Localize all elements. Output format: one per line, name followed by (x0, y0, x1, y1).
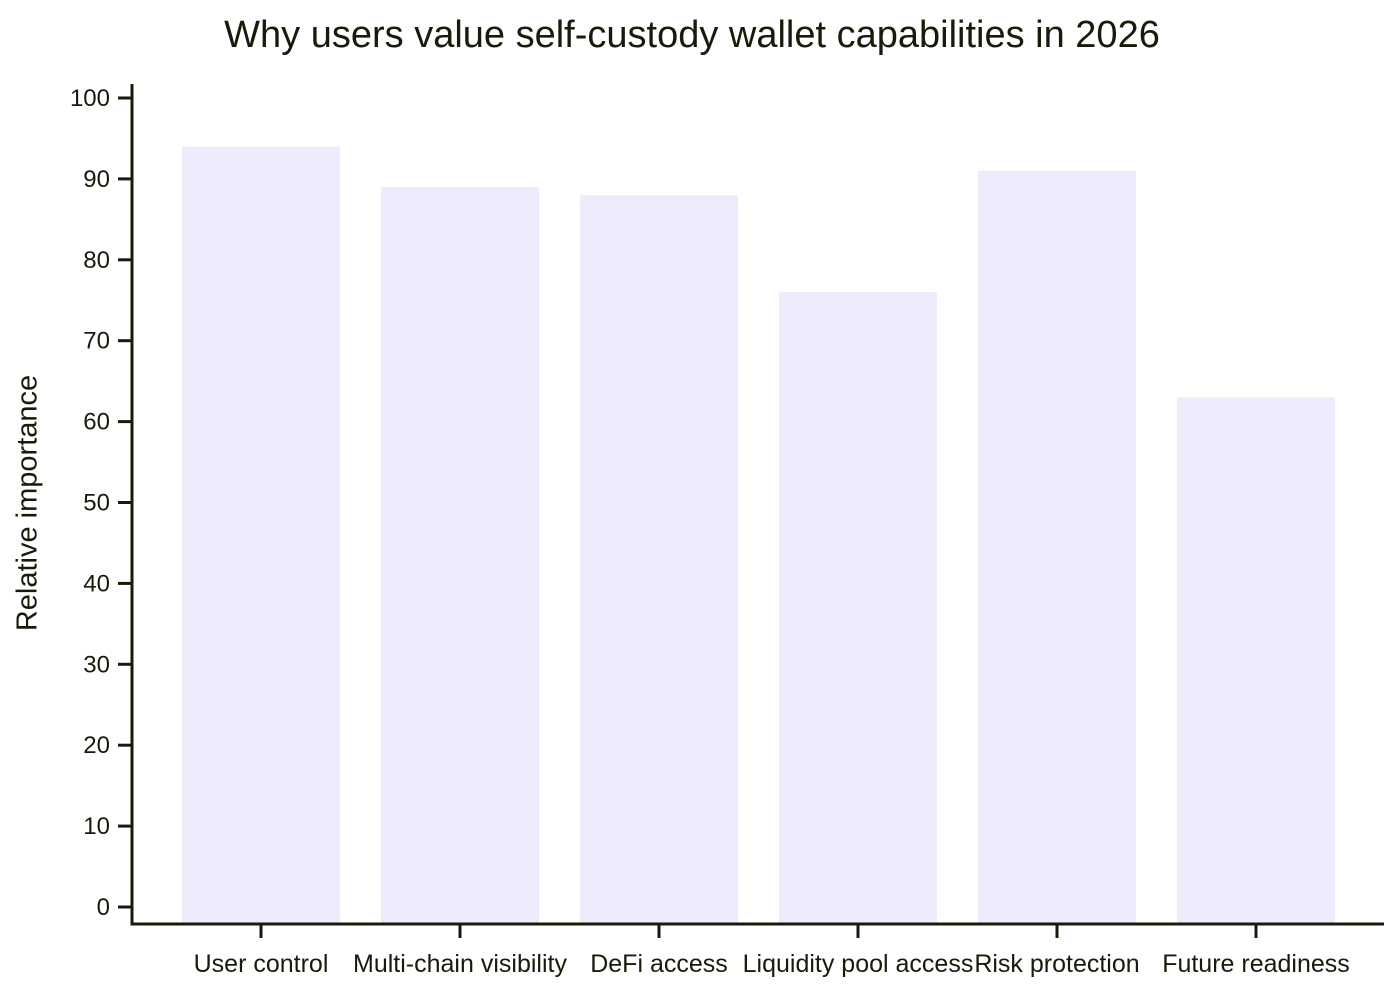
bar-4 (978, 170, 1136, 924)
y-axis: 0 10 20 30 40 50 60 70 80 90 100 (70, 84, 134, 926)
x-tick-label-2: DeFi access (590, 950, 728, 978)
x-tick-label-3: Liquidity pool access (743, 950, 974, 978)
bar-0 (182, 146, 340, 925)
y-tick-label-7: 70 (83, 328, 110, 355)
y-tick-label-5: 50 (83, 490, 110, 517)
x-tick-label-5: Future readiness (1162, 950, 1350, 978)
x-tick-label-4: Risk protection (974, 950, 1139, 978)
x-tick-label-0: User control (194, 950, 329, 978)
bar-5 (1177, 397, 1335, 925)
y-tick-label-9: 90 (83, 166, 110, 193)
bar-1 (381, 186, 539, 925)
y-tick-label-1: 10 (83, 813, 110, 840)
y-tick-label-10: 100 (70, 85, 110, 112)
x-axis: User control Multi-chain visibility DeFi a… (130, 922, 1384, 978)
y-tick-label-0: 0 (97, 894, 110, 921)
y-tick-label-4: 40 (83, 570, 110, 597)
bars-group (182, 146, 1335, 925)
y-tick-label-2: 20 (83, 732, 110, 759)
y-tick-label-6: 60 (83, 409, 110, 436)
bar-2 (580, 195, 738, 924)
bar-3 (779, 292, 937, 924)
chart-title: Why users value self-custody wallet capa… (224, 14, 1160, 56)
y-tick-label-8: 80 (83, 247, 110, 274)
x-tick-label-1: Multi-chain visibility (353, 950, 567, 978)
y-tick-label-3: 30 (83, 651, 110, 678)
